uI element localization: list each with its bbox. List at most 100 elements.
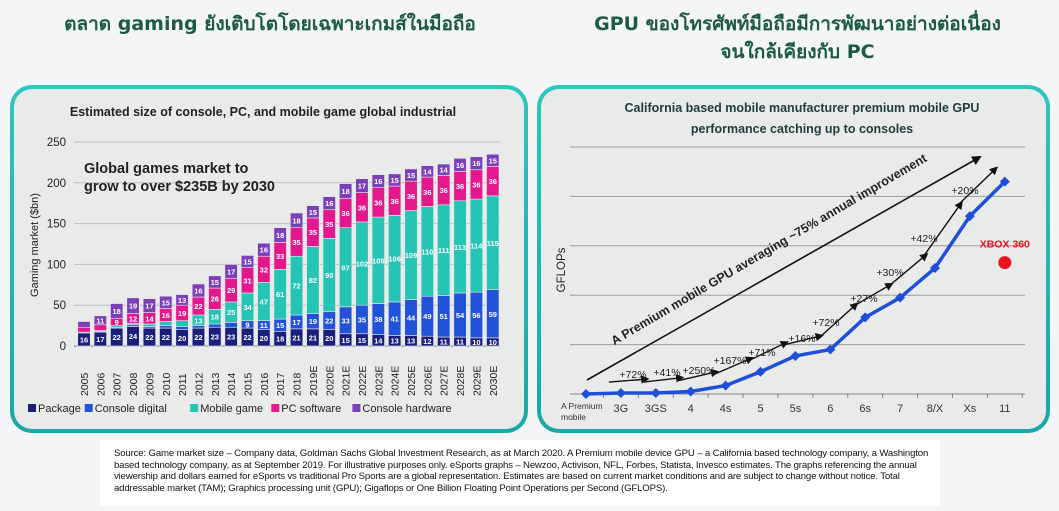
legend-swatch xyxy=(271,404,280,412)
bar-segment-console-digital xyxy=(191,325,205,329)
y-tick-label: 0 xyxy=(60,341,66,353)
bar-value-label: 36 xyxy=(358,203,366,212)
bar-segment-console-hardware xyxy=(322,196,336,211)
x-tick-label: 2022E xyxy=(357,366,369,396)
bar-value-label: 44 xyxy=(407,313,416,322)
market-annotation: Global games market to grow to over $235… xyxy=(84,161,275,195)
bar-value-label: 19 xyxy=(309,317,317,326)
growth-arrow xyxy=(852,282,894,308)
bar-value-label: 15 xyxy=(407,171,415,180)
bar-value-label: 18 xyxy=(113,307,121,316)
bar-value-label: 115 xyxy=(487,239,499,248)
bar-value-label: 61 xyxy=(276,290,284,299)
growth-label: +30% xyxy=(876,267,903,279)
bar-segment-mobile-game xyxy=(159,321,173,326)
growth-arrow xyxy=(678,369,720,382)
bar-segment-console-hardware xyxy=(306,205,320,219)
x-tick-label: 11 xyxy=(999,403,1010,415)
bar-segment-console-digital xyxy=(224,322,238,328)
x-tick-label: 2024E xyxy=(390,366,402,396)
gpu-data-point xyxy=(790,350,801,361)
x-tick-label: 2028E xyxy=(455,366,467,396)
bar-segment-console-hardware xyxy=(77,321,91,328)
bar-segment-console-hardware xyxy=(208,275,222,289)
growth-arrow xyxy=(643,374,685,383)
bar-value-label: 11 xyxy=(456,338,464,347)
gpu-data-point xyxy=(720,380,731,391)
heading-right-line1: GPU ของโทรศัพท์มือถือมีการพัฒนาอย่างต่อเ… xyxy=(594,13,1001,35)
bar-value-label: 16 xyxy=(456,161,464,170)
bar-value-label: 17 xyxy=(227,267,235,276)
bar-value-label: 15 xyxy=(276,321,284,330)
bar-value-label: 106 xyxy=(372,256,385,265)
bar-value-label: 82 xyxy=(309,276,317,285)
left-chart-title: Estimated size of console, PC, and mobil… xyxy=(70,105,456,119)
heading-right-line2: จนใกล้เคียงกับ PC xyxy=(720,41,875,63)
bar-value-label: 32 xyxy=(260,265,268,274)
bar-segment-console-hardware xyxy=(355,178,369,193)
bar-value-label: 18 xyxy=(341,187,349,196)
growth-label: +250% xyxy=(683,365,716,377)
bar-segment-console-digital xyxy=(175,326,189,330)
bar-value-label: 15 xyxy=(162,298,170,307)
x-tick-label: 2019E xyxy=(308,366,320,396)
bar-segment-console-hardware xyxy=(420,165,434,178)
gpu-chart: California based mobile manufacturer pre… xyxy=(556,101,1030,422)
bar-value-label: 14 xyxy=(145,314,154,323)
bar-value-label: 20 xyxy=(325,334,333,343)
bar-value-label: 35 xyxy=(309,228,317,237)
legend-label: Console digital xyxy=(95,403,167,415)
legend-label: Package xyxy=(38,403,81,415)
growth-label: +72% xyxy=(619,369,646,381)
bar-value-label: 16 xyxy=(325,199,333,208)
x-tick-label: 6s xyxy=(859,403,871,415)
bar-value-label: 47 xyxy=(260,298,268,307)
bar-segment-pc-software xyxy=(77,326,91,333)
growth-arrow xyxy=(748,341,789,362)
bar-segment-mobile-game xyxy=(142,323,156,327)
x-tick-label: 3GS xyxy=(645,403,667,415)
bar-segment-console-hardware xyxy=(437,163,451,176)
x-tick-label: 2008 xyxy=(128,372,140,396)
bar-value-label: 9 xyxy=(245,320,249,329)
bar-value-label: 36 xyxy=(374,198,382,207)
legend-swatch xyxy=(352,404,361,412)
xbox-360-label: XBOX 360 xyxy=(980,239,1030,251)
bar-segment-console-hardware xyxy=(453,158,467,172)
bar-value-label: 16 xyxy=(374,177,382,186)
x-tick-label: 2015 xyxy=(243,372,255,396)
bar-segment-mobile-game xyxy=(175,320,189,327)
y-tick-label: 250 xyxy=(47,137,66,149)
bar-value-label: 72 xyxy=(292,282,300,291)
bar-segment-console-digital xyxy=(159,325,173,329)
bar-value-label: 21 xyxy=(292,333,300,342)
bar-segment-console-hardware xyxy=(273,227,287,243)
source-footnote: Source: Game market size – Company data,… xyxy=(114,448,929,494)
bar-value-label: 16 xyxy=(162,311,170,320)
x-tick-label: 4 xyxy=(688,403,694,415)
x-tick-label: 6 xyxy=(827,403,833,415)
bar-value-label: 33 xyxy=(341,316,349,325)
right-chart-title-line2: performance catching up to consoles xyxy=(691,122,913,136)
bar-value-label: 36 xyxy=(423,188,431,197)
x-tick-label: 2016 xyxy=(259,372,271,396)
bar-value-label: 22 xyxy=(145,333,153,342)
bar-value-label: 15 xyxy=(309,208,317,217)
x-tick-label: 2026E xyxy=(422,366,434,396)
bar-value-label: 113 xyxy=(454,243,466,252)
x-tick-label: 2005 xyxy=(79,372,91,396)
bar-value-label: 13 xyxy=(178,296,186,305)
x-tick-label: 2010 xyxy=(161,372,173,396)
bar-value-label: 15 xyxy=(211,278,219,287)
bar-value-label: 15 xyxy=(358,336,366,345)
bar-value-label: 16 xyxy=(260,246,268,255)
legend-swatch xyxy=(28,404,36,412)
bar-segment-console-hardware xyxy=(191,283,205,298)
gpu-data-point xyxy=(755,366,766,377)
bar-value-label: 36 xyxy=(472,180,480,189)
bar-segment-console-hardware xyxy=(257,242,271,257)
heading-left: ตลาด gaming ยังเติบโตโดยเฉพาะเกมส์ในมือถ… xyxy=(64,13,476,35)
bar-value-label: 36 xyxy=(407,192,415,201)
y-tick-label: 100 xyxy=(47,259,66,271)
gpu-data-point xyxy=(860,312,871,323)
